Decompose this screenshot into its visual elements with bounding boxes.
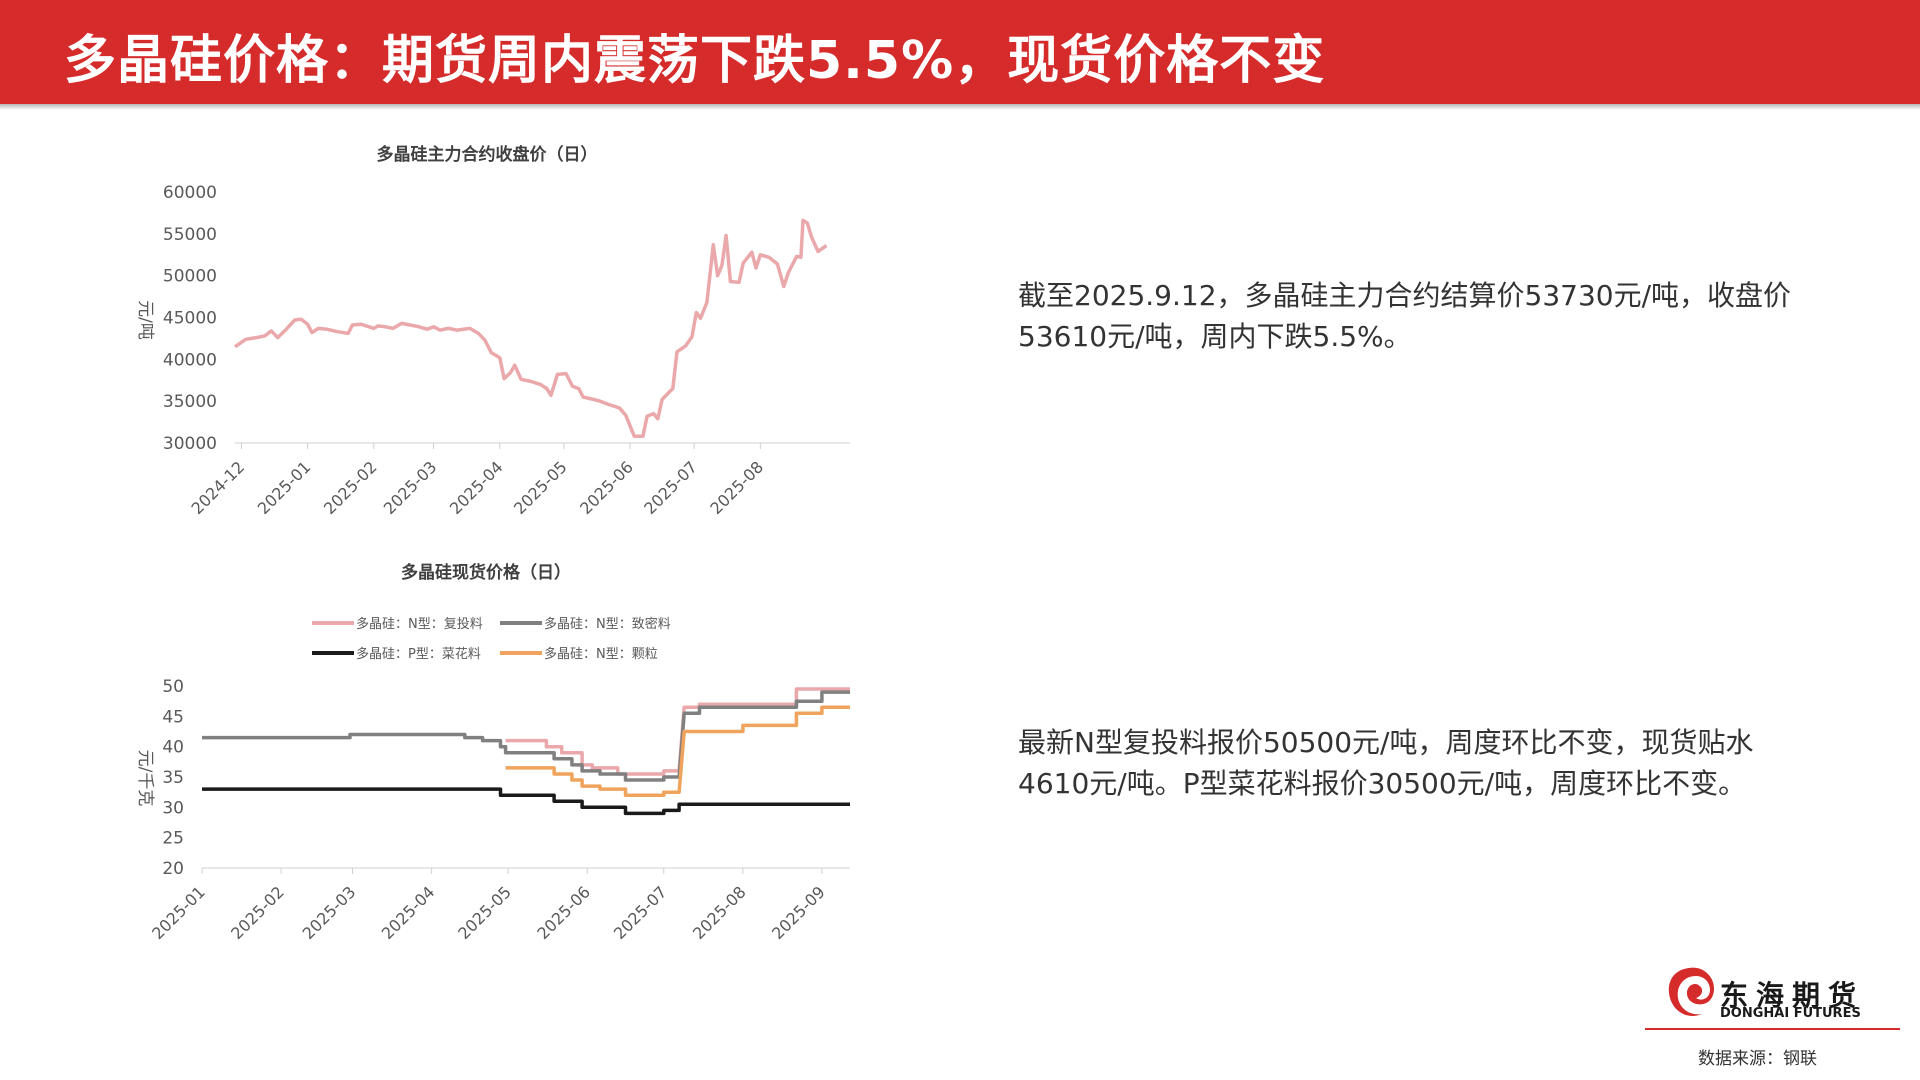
x-tick-label: 2025-06	[576, 457, 637, 518]
y-tick-label: 35	[162, 768, 184, 788]
header-bar	[0, 0, 1920, 104]
x-tick-label: 2025-03	[380, 457, 441, 518]
page-title: 多晶硅价格：期货周内震荡下跌5.5%，现货价格不变	[64, 31, 1326, 91]
y-tick-label: 45	[162, 707, 184, 727]
y-tick-label: 30	[162, 798, 184, 818]
series-line-4	[505, 705, 850, 797]
y-tick-label: 60000	[163, 183, 217, 203]
series-line-3	[202, 787, 850, 816]
y-tick-label: 40	[162, 738, 184, 758]
y-tick-label: 25	[162, 829, 184, 849]
y-axis-label: 元/吨	[135, 300, 155, 340]
x-tick-label: 2025-05	[454, 882, 515, 943]
legend-label: 多晶硅：N型：致密料	[544, 616, 671, 632]
chart-title: 多晶硅主力合约收盘价（日）	[377, 144, 598, 165]
x-tick-label: 2025-02	[320, 457, 381, 518]
y-tick-label: 45000	[163, 309, 217, 329]
x-tick-label: 2025-03	[299, 882, 360, 943]
y-tick-label: 50000	[163, 267, 217, 287]
y-tick-label: 35000	[163, 392, 217, 412]
y-tick-label: 30000	[163, 434, 217, 454]
y-tick-label: 40000	[163, 350, 217, 370]
x-tick-label: 2025-07	[640, 457, 701, 518]
x-tick-label: 2025-09	[768, 882, 829, 943]
x-tick-label: 2025-04	[446, 457, 507, 518]
x-tick-label: 2025-08	[706, 457, 767, 518]
series-line-2	[202, 690, 850, 782]
x-tick-label: 2025-05	[510, 457, 571, 518]
dragon-logo-icon	[1668, 967, 1714, 1017]
x-tick-label: 2025-01	[254, 457, 315, 518]
footer-divider	[1645, 1028, 1900, 1030]
company-logo-english: DONGHAI FUTURES	[1720, 1006, 1861, 1021]
y-tick-label: 55000	[163, 225, 217, 245]
header-shadow	[0, 104, 1920, 110]
company-logo-text: 东海期货	[1720, 979, 1865, 1012]
series-line-1	[233, 218, 828, 439]
y-tick-label: 20	[162, 859, 184, 879]
x-tick-label: 2025-02	[227, 882, 288, 943]
spot-price-chart: 多晶硅现货价格（日） 20 25 30 35 40 45 50 元/千克 2025-01 2025-…	[135, 562, 850, 943]
x-tick-label: 2025-04	[378, 882, 439, 943]
y-tick-label: 50	[162, 677, 184, 697]
x-tick-label: 2025-01	[148, 882, 209, 943]
futures-close-price-chart: 多晶硅主力合约收盘价（日） 30000 35000 40000 45000 50000 55…	[135, 144, 850, 518]
futures-summary-text: 截至2025.9.12，多晶硅主力合约结算价53730元/吨，收盘价53610元…	[1018, 279, 1792, 353]
x-tick-label: 2025-08	[689, 882, 750, 943]
legend-label: 多晶硅：N型：颗粒	[544, 646, 658, 662]
series-line-1	[505, 687, 850, 776]
legend-label: 多晶硅：N型：复投料	[356, 616, 483, 632]
data-source-note: 数据来源：钢联	[1698, 1049, 1817, 1069]
spot-summary-text: 最新N型复投料报价50500元/吨，周度环比不变，现货贴水4610元/吨。P型菜…	[1018, 726, 1754, 800]
x-tick-label: 2025-07	[610, 882, 671, 943]
x-tick-label: 2024-12	[188, 457, 249, 518]
legend-label: 多晶硅：P型：菜花料	[356, 646, 481, 662]
chart-title: 多晶硅现货价格（日）	[401, 562, 571, 583]
x-tick-label: 2025-06	[533, 882, 594, 943]
y-axis-label: 元/千克	[135, 750, 155, 807]
